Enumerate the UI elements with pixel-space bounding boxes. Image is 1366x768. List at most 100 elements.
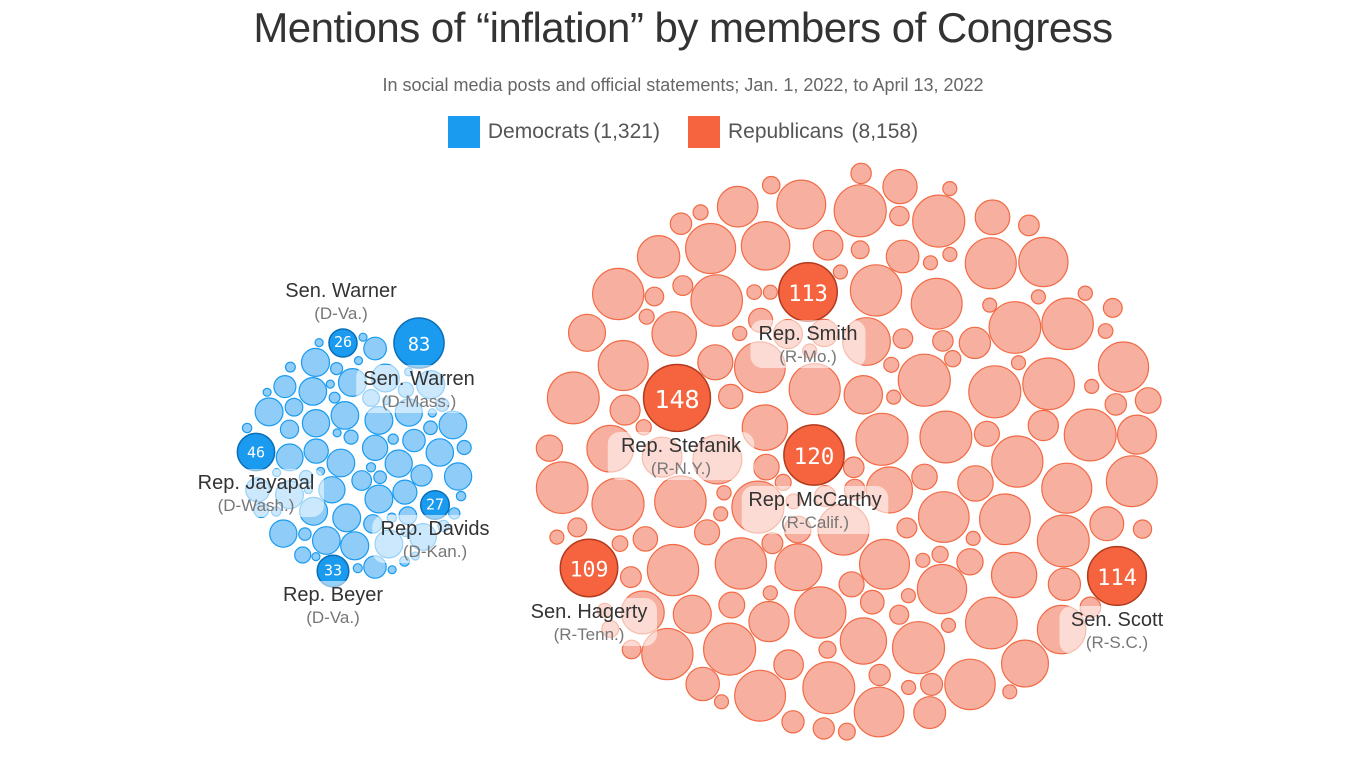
member-bubble (958, 326, 992, 360)
member-bubble (311, 551, 321, 562)
member-bubble (843, 374, 884, 415)
member-bubble (979, 493, 1031, 546)
member-bubble (957, 465, 994, 502)
member-bubble (838, 571, 865, 598)
label-background (275, 581, 391, 629)
member-bubble (567, 517, 588, 538)
member-bubble (353, 356, 364, 366)
member-bubble (748, 600, 790, 643)
member-bubble (1002, 684, 1018, 700)
member-bubble (672, 275, 694, 297)
member-bubble (761, 532, 784, 555)
member-bubble (892, 328, 914, 350)
legend-swatch-democrats (447, 116, 480, 148)
member-bubble (1041, 297, 1094, 351)
member-bubble (974, 199, 1011, 236)
bubble-value: 113 (788, 282, 828, 307)
member-bubble (567, 313, 607, 352)
member-name: Rep. Stefanik (621, 435, 742, 457)
member-bubble (853, 686, 905, 738)
label-background (750, 320, 866, 368)
member-bubble (352, 563, 363, 574)
member-bubble (1030, 289, 1047, 305)
member-bubble (922, 255, 939, 271)
member-bubble (672, 594, 712, 634)
member-bubble (654, 475, 707, 529)
member-bubble (279, 419, 300, 439)
member-bubble (839, 617, 888, 665)
member-bubble (716, 485, 732, 501)
member-bubble (311, 526, 341, 555)
member-bubble (842, 456, 865, 479)
member-bubble (254, 397, 284, 427)
member-bubble (438, 410, 468, 440)
member-bubble (638, 308, 655, 325)
member-bubble (387, 565, 397, 575)
highlighted-bubble (328, 328, 358, 358)
member-bubble (328, 391, 341, 404)
member-bubble (702, 622, 757, 676)
member-bubble (1097, 341, 1150, 393)
member-name: Rep. Davids (381, 518, 490, 540)
member-bubble (773, 649, 804, 681)
member-bubble (298, 527, 312, 541)
member-label: Sen. Scott (R-S.C.) (1059, 606, 1175, 654)
member-bubble (837, 722, 856, 741)
member-bubble (1077, 285, 1094, 301)
member-bubble (942, 246, 958, 262)
member-bubble (718, 591, 746, 619)
label-background (607, 432, 755, 480)
member-bubble (1027, 409, 1060, 442)
member-bubble (597, 339, 649, 392)
member-name: Sen. Hagerty (531, 601, 648, 623)
member-bubble (912, 194, 966, 248)
member-bubble (592, 267, 645, 321)
member-bubble (343, 429, 359, 445)
member-bubble (973, 420, 1001, 447)
member-label: Rep. Stefanik (R-N.Y.) (607, 432, 755, 480)
bubble-value: 27 (426, 495, 444, 513)
member-bubble (384, 449, 413, 478)
highlighted-bubble (642, 363, 712, 433)
label-background (356, 365, 482, 413)
member-bubble (991, 435, 1044, 488)
member-name: Sen. Scott (1071, 609, 1164, 631)
member-bubble (968, 365, 1022, 419)
member-bubble (812, 229, 844, 261)
member-bubble (818, 640, 837, 659)
member-bubble (611, 535, 629, 552)
legend-item-democrats: Democrats (1,321) (447, 116, 660, 148)
member-bubble (365, 462, 377, 473)
member-bubble (942, 181, 958, 197)
member-bubble (1018, 214, 1040, 237)
member-affiliation: (D-Mass.) (382, 392, 457, 411)
member-bubble (330, 401, 360, 430)
member-bubble (859, 589, 885, 615)
label-background (741, 486, 889, 534)
legend-swatch-republicans (687, 116, 720, 148)
member-bubble (855, 412, 909, 466)
member-bubble (964, 237, 1017, 290)
member-label: Sen. Warner (D-Va.) (278, 277, 404, 325)
member-bubble (965, 530, 981, 547)
member-label: Rep. Beyer (D-Va.) (275, 581, 391, 629)
member-bubble (752, 453, 780, 481)
member-bubble (982, 297, 998, 313)
member-bubble (669, 212, 693, 235)
member-bubble (651, 311, 698, 357)
member-bubble (298, 377, 328, 406)
member-bubble (1132, 519, 1153, 539)
member-bubble (241, 422, 253, 434)
member-bubble (364, 484, 394, 514)
member-bubble (1036, 514, 1090, 568)
member-bubble (410, 464, 433, 487)
label-background (372, 515, 498, 563)
member-bubble (889, 604, 910, 625)
member-bubble (1134, 387, 1162, 414)
member-bubble (1010, 355, 1027, 371)
member-bubble (850, 240, 870, 260)
member-bubble (897, 353, 951, 407)
member-bubble (774, 543, 823, 592)
member-bubble (1000, 639, 1049, 688)
